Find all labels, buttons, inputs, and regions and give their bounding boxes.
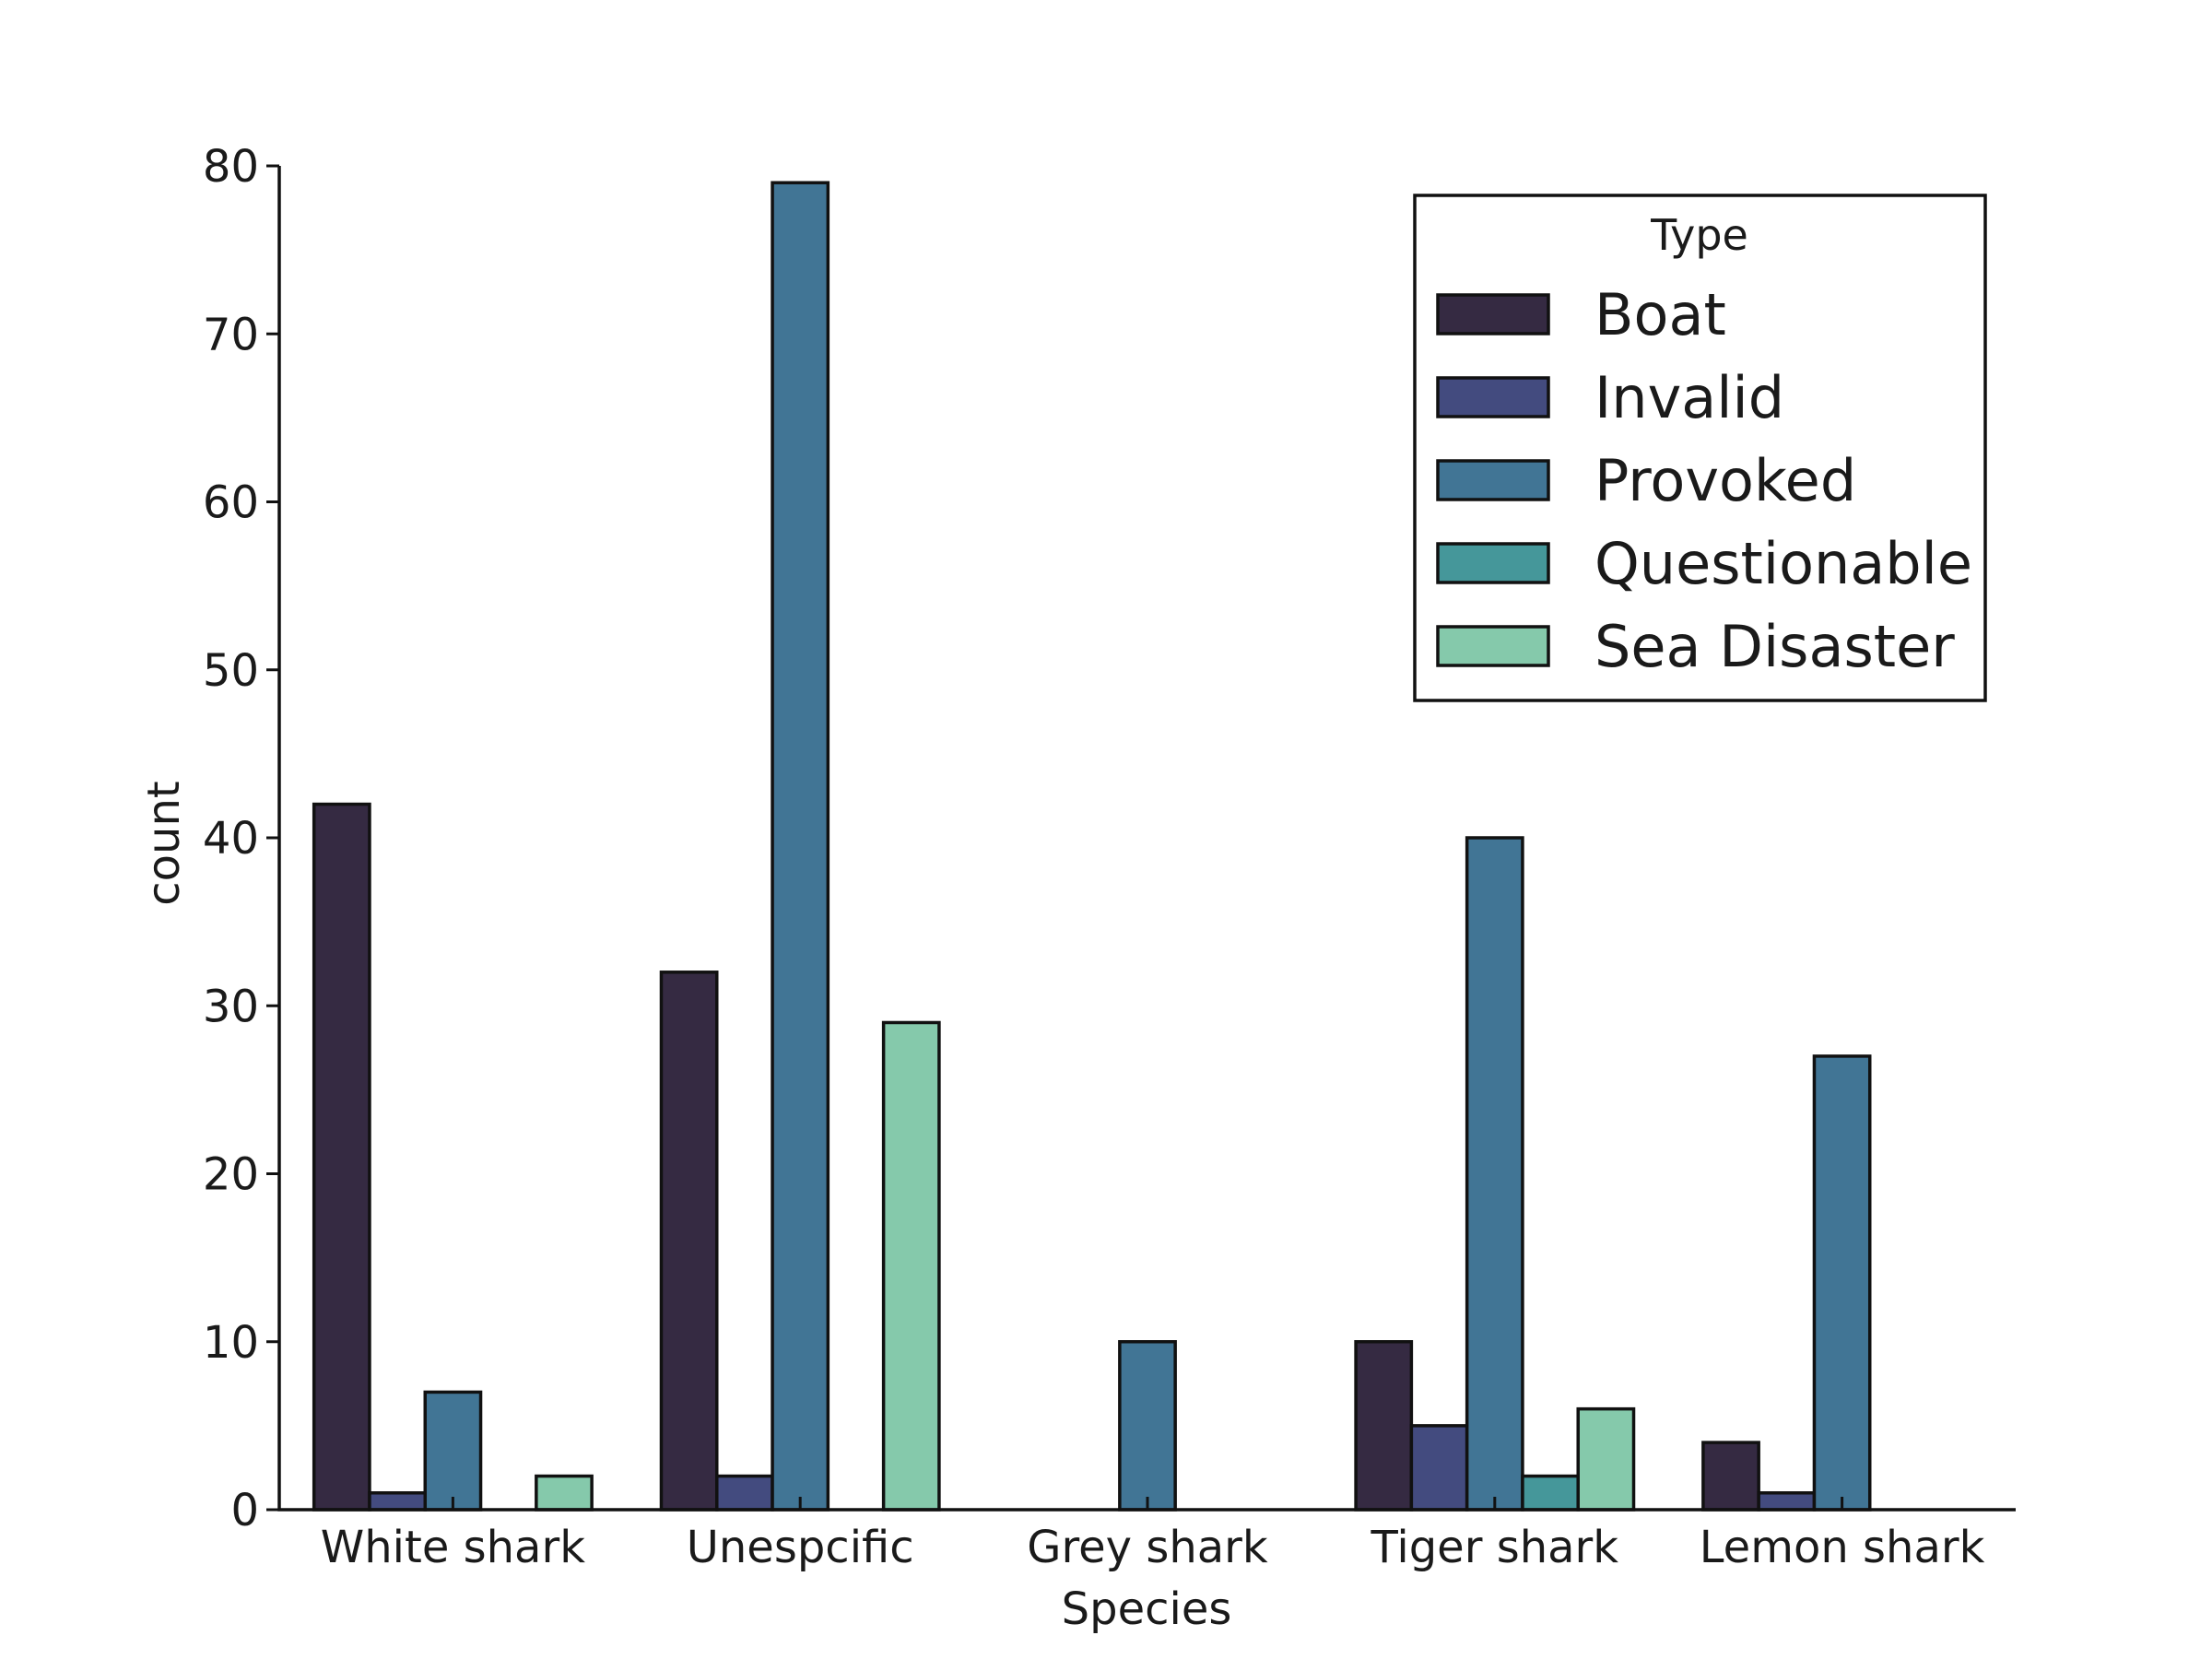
bar-boat-lemon-shark — [1701, 1441, 1760, 1512]
legend-frame — [1413, 194, 1987, 702]
bar-provoked-unespcific — [771, 181, 830, 1512]
x-tick-label: Unespcific — [687, 1522, 914, 1573]
bar-provoked-white-shark — [423, 1390, 483, 1512]
y-tick-label: 70 — [203, 309, 259, 360]
x-tick-label: White shark — [321, 1522, 585, 1573]
legend-label-questionable: Questionable — [1594, 530, 1972, 597]
bar-invalid-unespcific — [715, 1474, 774, 1512]
x-tick-label: Grey shark — [1027, 1522, 1268, 1573]
legend-items: Boat Invalid Provoked Questionable Sea Disas… — [1436, 281, 1972, 680]
legend-swatch-sea-disaster — [1436, 625, 1550, 667]
y-tick-label: 80 — [203, 141, 259, 193]
y-tick-label: 20 — [203, 1149, 259, 1201]
legend: Type Boat Invalid Provoked Questionable Sea … — [1413, 194, 1987, 702]
y-tick-label: 0 — [230, 1485, 259, 1536]
y-tick-label: 50 — [203, 645, 259, 697]
y-tick-label: 40 — [203, 813, 259, 865]
legend-swatch-boat — [1436, 293, 1550, 335]
bar-provoked-grey-shark — [1118, 1340, 1177, 1512]
legend-title: Type — [1650, 210, 1748, 260]
bar-provoked-lemon-shark — [1812, 1054, 1872, 1512]
legend-label-provoked: Provoked — [1594, 447, 1856, 514]
legend-swatch-invalid — [1436, 376, 1550, 418]
bar-provoked-tiger-shark — [1465, 836, 1524, 1512]
legend-swatch-provoked — [1436, 459, 1550, 501]
y-axis-label: count — [138, 781, 190, 905]
bar-invalid-white-shark — [368, 1491, 428, 1512]
bar-sea-disaster-tiger-shark — [1576, 1406, 1636, 1512]
x-tick-label: Tiger shark — [1371, 1522, 1619, 1573]
y-ticks-group: 0 10 20 30 40 50 60 70 80 — [203, 141, 279, 1536]
bar-invalid-lemon-shark — [1757, 1491, 1817, 1512]
bar-boat-tiger-shark — [1354, 1340, 1414, 1512]
legend-label-boat: Boat — [1594, 281, 1726, 348]
x-ticks-group: White shark Unespcific Grey shark Tiger sha… — [321, 1497, 1985, 1573]
bar-sea-disaster-white-shark — [535, 1474, 594, 1512]
legend-swatch-questionable — [1436, 542, 1550, 584]
y-tick-label: 10 — [203, 1317, 259, 1369]
bar-boat-unespcific — [659, 971, 719, 1512]
x-axis-label: Species — [1062, 1583, 1232, 1635]
legend-label-sea-disaster: Sea Disaster — [1594, 613, 1955, 680]
y-tick-label: 60 — [203, 477, 259, 529]
x-tick-label: Lemon shark — [1700, 1522, 1985, 1573]
bar-questionable-tiger-shark — [1521, 1474, 1580, 1512]
bar-sea-disaster-unespcific — [881, 1020, 941, 1512]
y-tick-label: 30 — [203, 981, 259, 1032]
bar-boat-white-shark — [312, 802, 371, 1512]
bar-invalid-tiger-shark — [1409, 1424, 1469, 1512]
legend-label-invalid: Invalid — [1594, 364, 1784, 431]
bars-group — [312, 181, 1872, 1512]
